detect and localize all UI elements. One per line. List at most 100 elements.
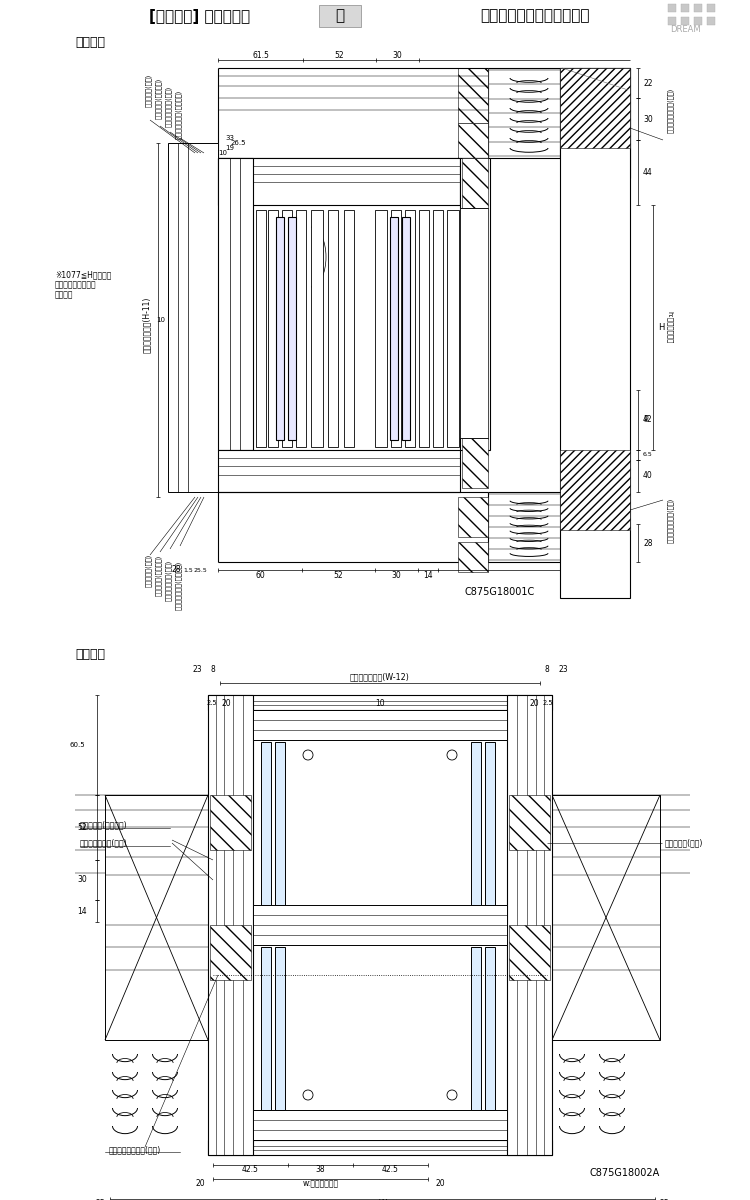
Bar [105, 794, 208, 1040]
Bar [560, 68, 630, 598]
Text: 防湿気密フィルム(別途): 防湿気密フィルム(別途) [667, 497, 674, 542]
Bar [282, 210, 292, 446]
Bar [210, 925, 251, 980]
Text: 防水テープ(別売部品): 防水テープ(別売部品) [154, 77, 161, 119]
Text: C875G18001C: C875G18001C [465, 587, 536, 596]
Bar [208, 1140, 552, 1154]
Text: 23: 23 [192, 665, 202, 673]
Bar [460, 208, 488, 438]
Text: 6.5: 6.5 [643, 452, 652, 457]
Bar [218, 450, 460, 492]
Text: 横断面図: 横断面図 [75, 648, 105, 661]
Bar [253, 710, 507, 740]
Text: 先塞防水シート(別売部品): 先塞防水シート(別売部品) [175, 560, 181, 610]
Text: ヒシクロス格子／井桁格子: ヒシクロス格子／井桁格子 [480, 8, 590, 24]
Text: 14: 14 [423, 570, 433, 580]
Bar [375, 210, 387, 446]
Text: 14: 14 [77, 906, 86, 916]
Text: 30: 30 [392, 570, 401, 580]
Text: w:内法基準寸法: w:内法基準寸法 [302, 1180, 338, 1188]
Text: 20: 20 [195, 1180, 205, 1188]
Text: 44: 44 [643, 168, 652, 176]
Text: シーリング(別途): シーリング(別途) [145, 73, 152, 107]
Text: 38: 38 [316, 1165, 326, 1175]
Text: 1.5: 1.5 [183, 568, 193, 572]
Circle shape [303, 750, 313, 760]
Text: 防湿気密フィルム(別途): 防湿気密フィルム(別途) [667, 88, 674, 133]
Bar [405, 210, 415, 446]
Text: シーリング(別途): シーリング(別途) [665, 839, 704, 847]
Text: 61.5: 61.5 [252, 50, 269, 60]
Bar [261, 947, 271, 1110]
Bar [471, 742, 481, 905]
Bar [509, 925, 550, 980]
Bar [208, 695, 552, 710]
Text: H: H [658, 323, 664, 332]
Bar [460, 158, 490, 450]
Text: 52: 52 [77, 823, 86, 832]
Bar [560, 450, 630, 530]
Text: P: P [643, 415, 647, 425]
Circle shape [447, 750, 457, 760]
Bar [276, 217, 284, 440]
Bar [458, 497, 488, 538]
Bar [552, 794, 660, 1040]
Bar [311, 210, 323, 446]
Text: 透湿防水シート(別途): 透湿防水シート(別途) [80, 839, 128, 847]
Text: C875G18002A: C875G18002A [590, 1168, 660, 1178]
Bar [447, 210, 459, 446]
Bar [288, 217, 296, 440]
Bar [471, 947, 481, 1110]
Text: 面格子出来寸法(H-11): 面格子出来寸法(H-11) [142, 296, 151, 353]
Bar [390, 217, 398, 440]
Bar [268, 210, 278, 446]
Circle shape [303, 1090, 313, 1100]
Bar [485, 947, 495, 1110]
Bar [218, 158, 253, 450]
Bar [458, 122, 488, 163]
Bar [328, 210, 338, 446]
Text: 窓: 窓 [335, 8, 344, 24]
Text: 10: 10 [157, 317, 166, 323]
Text: 10: 10 [218, 150, 227, 156]
Bar [462, 438, 488, 488]
Bar [507, 695, 552, 1154]
Text: 28: 28 [171, 565, 181, 575]
Text: h:内法基準寸法: h:内法基準寸法 [666, 311, 673, 343]
Text: 42.5: 42.5 [382, 1165, 399, 1175]
Bar [344, 210, 354, 446]
Circle shape [447, 1090, 457, 1100]
Text: 防水テープ(別売部品): 防水テープ(別売部品) [154, 554, 161, 595]
Bar [485, 742, 495, 905]
Bar [208, 695, 253, 1154]
Text: 面格子出来寸法(W-12): 面格子出来寸法(W-12) [350, 672, 410, 682]
Text: 防湿気密フィルム(別途): 防湿気密フィルム(別途) [109, 1146, 161, 1154]
Text: 縦断面図: 縦断面図 [75, 36, 105, 49]
Text: 透湿防水シート(別途): 透湿防水シート(別途) [165, 559, 171, 601]
Text: 30: 30 [393, 50, 402, 60]
Bar [419, 210, 429, 446]
Text: 10: 10 [375, 698, 385, 708]
Text: 60: 60 [255, 570, 265, 580]
Text: 28: 28 [643, 539, 652, 547]
Text: 透湿防水シート(別途): 透湿防水シート(別途) [165, 85, 171, 127]
Bar [168, 143, 218, 492]
Text: 先塞防水シート(別売部品): 先塞防水シート(別売部品) [175, 89, 181, 139]
Text: 20: 20 [221, 698, 231, 708]
Text: 8: 8 [211, 665, 215, 673]
Bar [253, 905, 507, 946]
Bar [296, 210, 306, 446]
Text: 26.5: 26.5 [230, 140, 246, 146]
Text: 防水テープ(別売部品): 防水テープ(別売部品) [80, 821, 128, 829]
Bar [210, 794, 251, 850]
Text: 30: 30 [77, 876, 87, 884]
Text: 60.5: 60.5 [69, 742, 85, 748]
Bar [275, 947, 285, 1110]
Text: 23: 23 [558, 665, 568, 673]
Text: 2.5: 2.5 [543, 700, 554, 706]
Bar [509, 794, 550, 850]
Text: 52: 52 [334, 570, 344, 580]
Bar [458, 68, 488, 122]
Text: 42: 42 [643, 415, 652, 425]
Text: 20: 20 [530, 698, 538, 708]
